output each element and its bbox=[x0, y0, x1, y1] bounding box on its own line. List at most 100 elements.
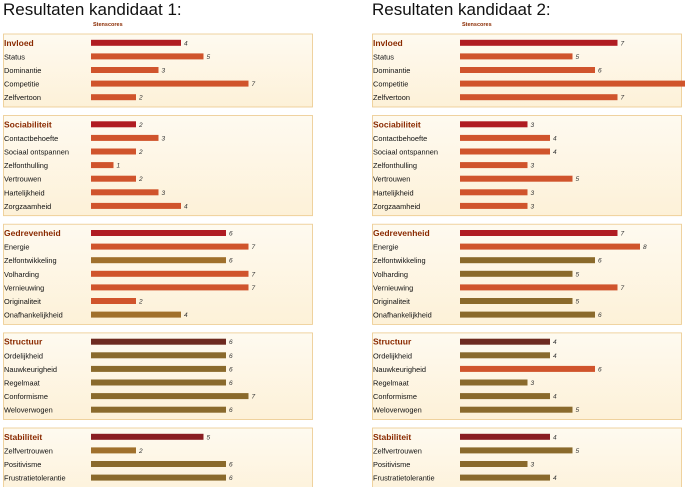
row-label: Nauwkeurigheid bbox=[373, 365, 426, 374]
bar bbox=[91, 393, 249, 400]
group-bar bbox=[91, 121, 136, 128]
value-label: 6 bbox=[229, 462, 233, 469]
value-label: 6 bbox=[598, 258, 602, 265]
row-label: Zorgzaamheid bbox=[4, 202, 51, 211]
bar bbox=[91, 202, 181, 209]
value-label: 3 bbox=[531, 190, 535, 197]
bar bbox=[91, 284, 249, 291]
value-label: 4 bbox=[184, 40, 188, 47]
bar bbox=[91, 406, 226, 413]
row-label: Vernieuwing bbox=[4, 283, 44, 292]
row-label: Regelmaat bbox=[373, 379, 409, 388]
bar bbox=[91, 94, 136, 101]
bar bbox=[460, 80, 685, 87]
row-label: Dominantie bbox=[4, 66, 41, 75]
group-header-label: Gedrevenheid bbox=[373, 228, 430, 238]
value-label: 6 bbox=[229, 366, 233, 373]
row-label: Sociaal ontspannen bbox=[373, 148, 438, 157]
group-box bbox=[372, 332, 682, 420]
bar bbox=[91, 461, 226, 467]
value-label: 7 bbox=[252, 394, 256, 401]
bar bbox=[460, 134, 550, 141]
value-label: 7 bbox=[252, 285, 256, 292]
value-label: 2 bbox=[138, 149, 143, 156]
row-label: Hartelijkheid bbox=[4, 188, 45, 197]
value-label: 3 bbox=[531, 462, 535, 469]
bar bbox=[91, 189, 159, 196]
group-header-label: Invloed bbox=[4, 38, 34, 48]
value-label: 6 bbox=[229, 258, 233, 265]
value-label: 7 bbox=[621, 285, 625, 292]
bar bbox=[460, 352, 550, 359]
bar bbox=[91, 162, 114, 169]
bar bbox=[460, 53, 573, 60]
row-label: Zelfontwikkeling bbox=[373, 256, 426, 265]
chart-panel-kandidaat-2: Resultaten kandidaat 2: Stenscores Invloe… bbox=[372, 0, 688, 487]
group-bar bbox=[460, 121, 528, 128]
row-label: Nauwkeurigheid bbox=[4, 365, 57, 374]
row-label: Conformisme bbox=[4, 392, 48, 401]
row-label: Volharding bbox=[373, 270, 408, 279]
row-label: Originaliteit bbox=[4, 297, 41, 306]
bar bbox=[460, 284, 618, 291]
bar bbox=[460, 298, 573, 304]
value-label: 2 bbox=[138, 448, 143, 455]
value-label: 3 bbox=[162, 135, 166, 142]
row-label: Vertrouwen bbox=[373, 175, 410, 184]
value-label: 7 bbox=[621, 95, 625, 102]
row-label: Vertrouwen bbox=[4, 175, 41, 184]
row-label: Competitie bbox=[4, 80, 39, 89]
value-label: 2 bbox=[138, 95, 143, 102]
row-label: Zelfvertoon bbox=[373, 93, 410, 102]
value-label: 6 bbox=[598, 312, 602, 319]
row-label: Dominantie bbox=[373, 66, 410, 75]
value-label: 4 bbox=[553, 434, 557, 441]
value-label: 6 bbox=[229, 231, 233, 238]
value-label: 5 bbox=[576, 407, 580, 414]
scale-label: Stenscores bbox=[93, 22, 123, 28]
row-label: Onafhankelijkheid bbox=[373, 311, 432, 320]
bar bbox=[460, 406, 573, 413]
row-label: Zelfvertoon bbox=[4, 93, 41, 102]
row-label: Ordelijkheid bbox=[373, 351, 412, 360]
bar bbox=[460, 189, 528, 196]
value-label: 4 bbox=[553, 149, 557, 156]
value-label: 4 bbox=[184, 203, 188, 210]
bar bbox=[91, 270, 249, 277]
row-label: Positivisme bbox=[4, 460, 41, 469]
value-label: 3 bbox=[531, 163, 535, 170]
chart-panel-kandidaat-1: Resultaten kandidaat 1: Stenscores Invloe… bbox=[3, 0, 338, 487]
group-bar bbox=[460, 338, 550, 345]
bar bbox=[91, 311, 181, 318]
bar bbox=[91, 365, 226, 372]
value-label: 7 bbox=[252, 244, 256, 251]
bar bbox=[460, 393, 550, 400]
group-header-label: Gedrevenheid bbox=[4, 228, 61, 238]
value-label: 4 bbox=[184, 312, 188, 319]
value-label: 5 bbox=[576, 54, 580, 61]
value-label: 6 bbox=[229, 380, 233, 387]
bar bbox=[91, 298, 136, 304]
bar bbox=[460, 365, 595, 372]
value-label: 4 bbox=[553, 394, 557, 401]
bar bbox=[91, 243, 249, 250]
group-bar bbox=[91, 230, 226, 236]
bar bbox=[460, 311, 595, 318]
row-label: Status bbox=[4, 52, 25, 61]
row-label: Zelfonthulling bbox=[4, 161, 48, 170]
row-label: Frustratietolerantie bbox=[373, 474, 435, 483]
chart-svg: Stenscores Invloed 7 Status 5 Dominantie 6 Comp… bbox=[372, 22, 685, 487]
bar bbox=[460, 270, 573, 277]
row-label: Regelmaat bbox=[4, 379, 40, 388]
value-label: 3 bbox=[162, 68, 166, 75]
value-label: 5 bbox=[576, 271, 580, 278]
bar bbox=[460, 175, 573, 182]
row-label: Zelfonthulling bbox=[373, 161, 417, 170]
group-header-label: Invloed bbox=[373, 38, 403, 48]
bar bbox=[460, 379, 528, 386]
bar bbox=[460, 474, 550, 481]
value-label: 7 bbox=[621, 231, 625, 238]
row-label: Frustratietolerantie bbox=[4, 474, 66, 483]
value-label: 4 bbox=[553, 135, 557, 142]
chart-title: Resultaten kandidaat 2: bbox=[372, 0, 551, 19]
